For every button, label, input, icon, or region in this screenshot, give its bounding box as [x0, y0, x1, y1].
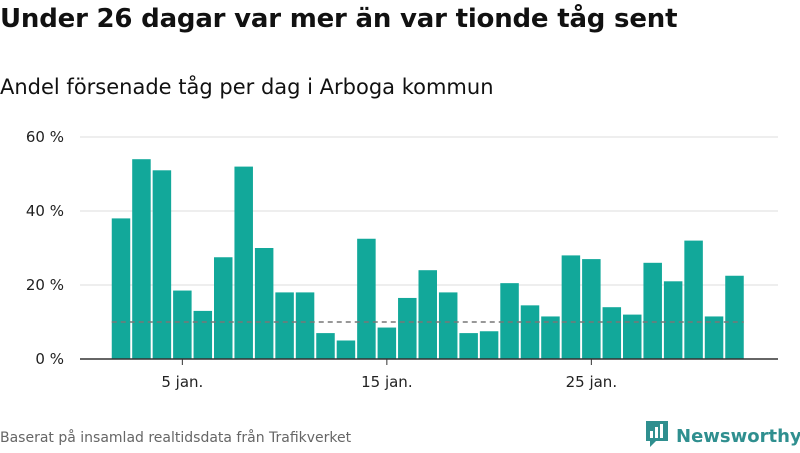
bar — [275, 292, 294, 359]
bar — [193, 310, 213, 359]
bar — [643, 262, 662, 359]
bar — [561, 255, 581, 359]
bar — [704, 316, 724, 359]
bar — [295, 292, 315, 359]
bar — [663, 281, 683, 359]
bar — [623, 314, 642, 359]
bar — [152, 170, 172, 359]
bar — [214, 257, 233, 359]
source-note: Baserat på insamlad realtidsdata från Tr… — [0, 430, 352, 446]
brand-logo[interactable]: Newsworthy — [644, 419, 800, 453]
bar — [582, 259, 601, 359]
brand-name: Newsworthy — [676, 425, 800, 447]
bar — [459, 333, 478, 359]
bar — [316, 333, 335, 359]
y-tick-label: 60 % — [26, 128, 64, 146]
grid-lines — [80, 136, 778, 286]
bar — [336, 340, 356, 359]
axes: 0 % 20 % 40 % 60 % 5 jan. 15 jan. 25 jan. — [26, 128, 778, 391]
bar — [684, 240, 703, 359]
bar — [520, 305, 540, 359]
bar — [602, 307, 622, 359]
y-tick-label: 40 % — [26, 202, 64, 220]
bar — [398, 297, 417, 359]
bar — [541, 316, 560, 359]
bar — [234, 166, 253, 359]
bar — [500, 283, 519, 359]
x-tick-label: 15 jan. — [361, 373, 413, 391]
newsworthy-logo-icon — [644, 419, 670, 453]
bar — [377, 327, 397, 359]
chart-subtitle: Andel försenade tåg per dag i Arboga kom… — [0, 75, 494, 99]
bar — [111, 218, 131, 359]
bars — [111, 159, 744, 359]
bar — [132, 159, 151, 359]
bar — [725, 275, 744, 359]
x-tick-label: 25 jan. — [566, 373, 618, 391]
bar — [418, 270, 437, 359]
x-tick-label: 5 jan. — [161, 373, 203, 391]
bar — [254, 248, 274, 359]
bar — [173, 290, 192, 359]
bar — [479, 331, 499, 359]
y-tick-label: 20 % — [26, 276, 64, 294]
y-tick-label: 0 % — [35, 350, 64, 368]
bar — [357, 238, 376, 359]
bar — [438, 292, 458, 359]
chart-title: Under 26 dagar var mer än var tionde tåg… — [0, 4, 678, 34]
